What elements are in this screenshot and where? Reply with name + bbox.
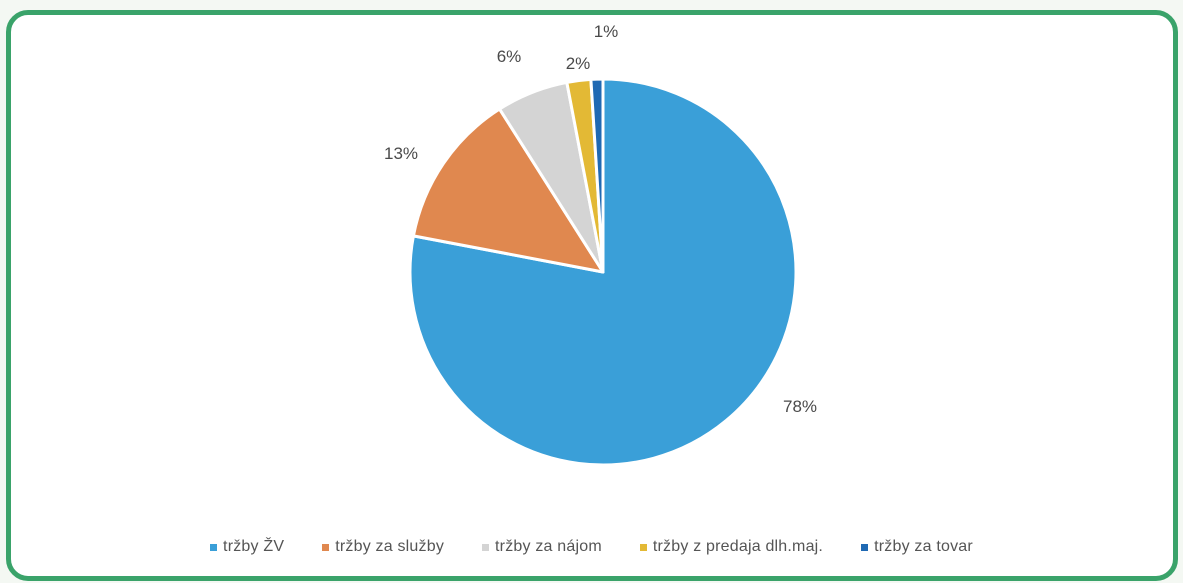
chart-legend: tržby ŽV tržby za služby tržby za nájom …: [0, 538, 1183, 556]
legend-label: tržby za nájom: [495, 538, 602, 555]
legend-item-trzby-za-najom: tržby za nájom: [482, 538, 602, 556]
legend-swatch: [639, 543, 647, 551]
legend-label: tržby z predaja dlh.maj.: [652, 538, 824, 555]
data-label-2: 13%: [384, 144, 418, 163]
pie-slice-1: [408, 77, 798, 467]
data-label-5: 1%: [594, 22, 619, 41]
legend-item-trzby-zv: tržby ŽV: [210, 538, 284, 556]
legend-swatch: [482, 543, 490, 551]
legend-item-trzby-z-predaja: tržby z predaja dlh.maj.: [639, 538, 824, 556]
data-label-4: 2%: [566, 54, 591, 73]
legend-label: tržby za tovar: [874, 538, 973, 555]
legend-swatch: [861, 543, 869, 551]
legend-label: tržby ŽV: [223, 538, 285, 555]
pie-slice-2: [411, 107, 605, 274]
pie-slice-5: [589, 77, 605, 274]
data-label-3: 6%: [497, 47, 522, 66]
legend-item-trzby-za-sluzby: tržby za služby: [322, 538, 444, 556]
legend-swatch: [322, 543, 330, 551]
legend-swatch: [210, 543, 218, 551]
data-label-1: 78%: [783, 397, 817, 416]
legend-label: tržby za služby: [335, 538, 445, 555]
legend-item-trzby-za-tovar: tržby za tovar: [861, 538, 973, 556]
